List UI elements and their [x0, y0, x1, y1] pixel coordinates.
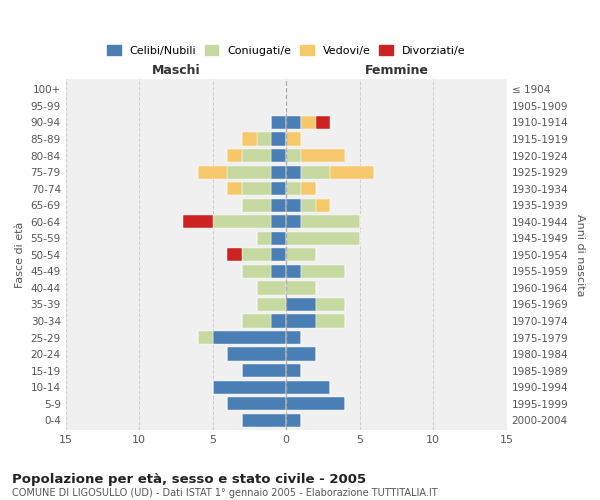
Bar: [316, 314, 345, 328]
Bar: [271, 314, 286, 328]
Bar: [286, 116, 301, 129]
Bar: [286, 397, 345, 410]
Text: Femmine: Femmine: [364, 64, 428, 77]
Bar: [242, 314, 271, 328]
Bar: [271, 198, 286, 212]
Bar: [242, 198, 271, 212]
Text: COMUNE DI LIGOSULLO (UD) - Dati ISTAT 1° gennaio 2005 - Elaborazione TUTTITALIA.: COMUNE DI LIGOSULLO (UD) - Dati ISTAT 1°…: [12, 488, 437, 498]
Y-axis label: Anni di nascita: Anni di nascita: [575, 214, 585, 296]
Bar: [301, 264, 345, 278]
Bar: [286, 149, 301, 162]
Bar: [286, 331, 301, 344]
Bar: [271, 232, 286, 245]
Bar: [286, 132, 301, 145]
Bar: [257, 282, 286, 294]
Bar: [212, 215, 271, 228]
Bar: [257, 132, 271, 145]
Bar: [286, 166, 301, 178]
Bar: [286, 414, 301, 427]
Bar: [286, 248, 316, 262]
Bar: [242, 264, 271, 278]
Bar: [286, 380, 331, 394]
Bar: [301, 116, 316, 129]
Bar: [271, 132, 286, 145]
Bar: [212, 331, 286, 344]
Bar: [286, 264, 301, 278]
Bar: [257, 298, 286, 311]
Bar: [257, 232, 271, 245]
Bar: [286, 198, 301, 212]
Bar: [286, 232, 360, 245]
Bar: [198, 331, 212, 344]
Bar: [212, 380, 286, 394]
Bar: [227, 149, 242, 162]
Bar: [301, 166, 331, 178]
Bar: [271, 116, 286, 129]
Bar: [271, 166, 286, 178]
Bar: [286, 182, 301, 196]
Bar: [301, 215, 360, 228]
Bar: [242, 364, 286, 377]
Bar: [301, 149, 345, 162]
Legend: Celibi/Nubili, Coniugati/e, Vedovi/e, Divorziati/e: Celibi/Nubili, Coniugati/e, Vedovi/e, Di…: [102, 40, 470, 62]
Bar: [301, 182, 316, 196]
Bar: [227, 166, 271, 178]
Bar: [286, 215, 301, 228]
Bar: [271, 215, 286, 228]
Bar: [227, 248, 242, 262]
Bar: [316, 198, 331, 212]
Y-axis label: Fasce di età: Fasce di età: [15, 222, 25, 288]
Text: Popolazione per età, sesso e stato civile - 2005: Popolazione per età, sesso e stato civil…: [12, 472, 366, 486]
Bar: [271, 264, 286, 278]
Bar: [271, 182, 286, 196]
Bar: [198, 166, 227, 178]
Bar: [242, 248, 271, 262]
Bar: [286, 364, 301, 377]
Bar: [286, 348, 316, 360]
Bar: [183, 215, 212, 228]
Bar: [271, 248, 286, 262]
Bar: [242, 414, 286, 427]
Bar: [242, 149, 271, 162]
Bar: [316, 116, 331, 129]
Text: Maschi: Maschi: [152, 64, 200, 77]
Bar: [227, 397, 286, 410]
Bar: [316, 298, 345, 311]
Bar: [271, 149, 286, 162]
Bar: [242, 132, 257, 145]
Bar: [242, 182, 271, 196]
Bar: [227, 348, 286, 360]
Bar: [286, 298, 316, 311]
Bar: [227, 182, 242, 196]
Bar: [331, 166, 374, 178]
Bar: [301, 198, 316, 212]
Bar: [286, 282, 316, 294]
Bar: [286, 314, 316, 328]
